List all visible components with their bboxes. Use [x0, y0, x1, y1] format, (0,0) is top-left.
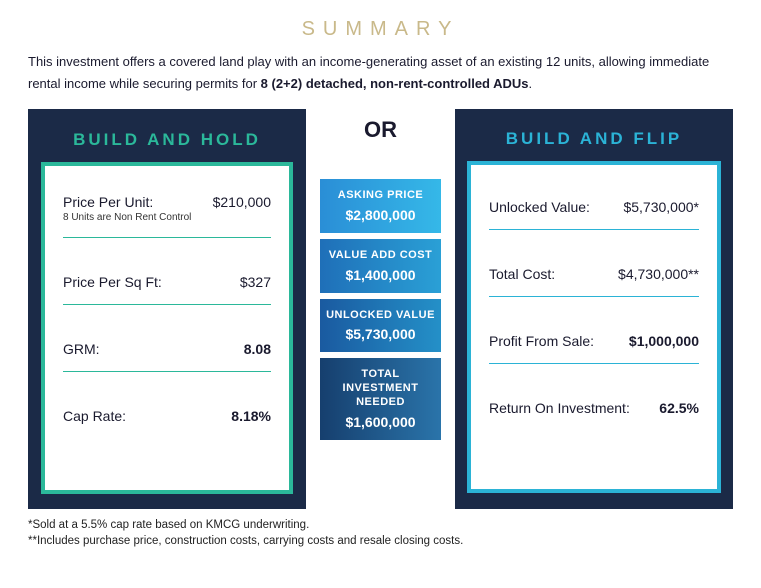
or-label: OR: [320, 109, 441, 179]
right-unlocked-label: Unlocked Value:: [489, 199, 590, 215]
page-title: SUMMARY: [28, 18, 733, 41]
pill-total-investment: TOTAL INVESTMENT NEEDED $1,600,000: [320, 358, 441, 439]
pill-label: VALUE ADD COST: [326, 249, 435, 263]
intro-post: .: [529, 76, 533, 91]
pill-label: TOTAL INVESTMENT NEEDED: [326, 368, 435, 409]
right-totalcost-label: Total Cost:: [489, 266, 555, 282]
footnote-1: *Sold at a 5.5% cap rate based on KMCG u…: [28, 517, 733, 533]
right-row-unlocked: Unlocked Value: $5,730,000*: [489, 189, 699, 215]
card-build-and-hold: BUILD AND HOLD Price Per Unit: $210,000 …: [28, 109, 306, 509]
card-left-body: Price Per Unit: $210,000 8 Units are Non…: [41, 162, 293, 494]
card-right-body: Unlocked Value: $5,730,000* Total Cost: …: [467, 161, 721, 493]
intro-text: This investment offers a covered land pl…: [28, 51, 733, 95]
right-roi-label: Return On Investment:: [489, 400, 630, 416]
left-row-ppsf: Price Per Sq Ft: $327: [63, 264, 271, 290]
pill-unlocked-value: UNLOCKED VALUE $5,730,000: [320, 299, 441, 353]
pill-value-add-cost: VALUE ADD COST $1,400,000: [320, 239, 441, 293]
right-row-total-cost: Total Cost: $4,730,000**: [489, 256, 699, 282]
pill-value: $5,730,000: [326, 326, 435, 342]
left-cap-label: Cap Rate:: [63, 408, 126, 424]
right-row-profit: Profit From Sale: $1,000,000: [489, 323, 699, 349]
left-cap-value: 8.18%: [231, 408, 271, 424]
pill-label: ASKING PRICE: [326, 189, 435, 203]
left-ppsf-value: $327: [240, 274, 271, 290]
pill-label: UNLOCKED VALUE: [326, 309, 435, 323]
footnotes: *Sold at a 5.5% cap rate based on KMCG u…: [28, 517, 733, 549]
right-profit-label: Profit From Sale:: [489, 333, 594, 349]
pill-asking-price: ASKING PRICE $2,800,000: [320, 179, 441, 233]
left-ppu-value: $210,000: [213, 194, 271, 210]
left-ppu-label: Price Per Unit:: [63, 194, 153, 210]
pill-value: $1,600,000: [326, 414, 435, 430]
right-roi-value: 62.5%: [659, 400, 699, 416]
intro-bold: 8 (2+2) detached, non-rent-controlled AD…: [261, 76, 529, 91]
left-row-ppu: Price Per Unit: $210,000: [63, 184, 271, 210]
columns-layout: BUILD AND HOLD Price Per Unit: $210,000 …: [28, 109, 733, 509]
left-grm-value: 8.08: [244, 341, 271, 357]
card-right-title: BUILD AND FLIP: [467, 121, 721, 161]
right-unlocked-value: $5,730,000*: [623, 199, 699, 215]
left-row-cap: Cap Rate: 8.18%: [63, 398, 271, 424]
right-totalcost-value: $4,730,000**: [618, 266, 699, 282]
middle-column: OR ASKING PRICE $2,800,000 VALUE ADD COS…: [320, 109, 441, 440]
card-left-title: BUILD AND HOLD: [41, 122, 293, 162]
card-build-and-flip: BUILD AND FLIP Unlocked Value: $5,730,00…: [455, 109, 733, 509]
right-profit-value: $1,000,000: [629, 333, 699, 349]
left-ppsf-label: Price Per Sq Ft:: [63, 274, 162, 290]
footnote-2: **Includes purchase price, construction …: [28, 533, 733, 549]
left-grm-label: GRM:: [63, 341, 100, 357]
pill-value: $1,400,000: [326, 267, 435, 283]
left-row-grm: GRM: 8.08: [63, 331, 271, 357]
left-ppu-sub: 8 Units are Non Rent Control: [63, 212, 271, 223]
right-row-roi: Return On Investment: 62.5%: [489, 390, 699, 416]
pill-value: $2,800,000: [326, 207, 435, 223]
